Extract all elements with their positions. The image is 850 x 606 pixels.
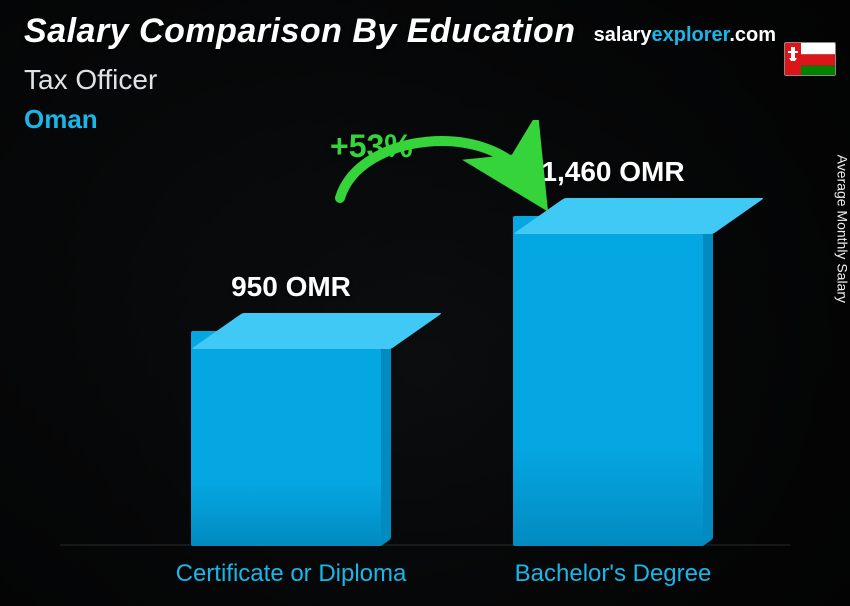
bar-side-face bbox=[381, 324, 391, 546]
bar-category-label: Bachelor's Degree bbox=[515, 560, 712, 588]
site-suffix: .com bbox=[729, 24, 776, 46]
flag-oman bbox=[784, 42, 836, 76]
bar-1: 1,460 OMRBachelor's Degree bbox=[513, 216, 713, 546]
page-title: Salary Comparison By Education bbox=[24, 12, 576, 51]
bar-shape bbox=[191, 331, 391, 546]
site-accent: explorer bbox=[651, 24, 729, 46]
bar-category-label: Certificate or Diploma bbox=[176, 560, 407, 588]
bar-value-label: 1,460 OMR bbox=[541, 156, 684, 188]
bar-front-face bbox=[191, 331, 381, 546]
bar-value-label: 950 OMR bbox=[231, 271, 351, 303]
job-title: Tax Officer bbox=[24, 64, 157, 96]
y-axis-label: Average Monthly Salary bbox=[834, 155, 850, 303]
site-brand: salaryexplorer.com bbox=[594, 24, 776, 47]
bar-side-face bbox=[703, 209, 713, 546]
site-prefix: salary bbox=[594, 24, 652, 46]
bar-front-face bbox=[513, 216, 703, 546]
bar-top-face bbox=[191, 313, 442, 349]
flag-svg bbox=[785, 43, 836, 76]
country-label: Oman bbox=[24, 104, 98, 135]
increase-arrow-icon bbox=[300, 120, 560, 230]
infographic-stage: Salary Comparison By Education Tax Offic… bbox=[0, 0, 850, 606]
bar-0: 950 OMRCertificate or Diploma bbox=[191, 331, 391, 546]
bar-shape bbox=[513, 216, 713, 546]
